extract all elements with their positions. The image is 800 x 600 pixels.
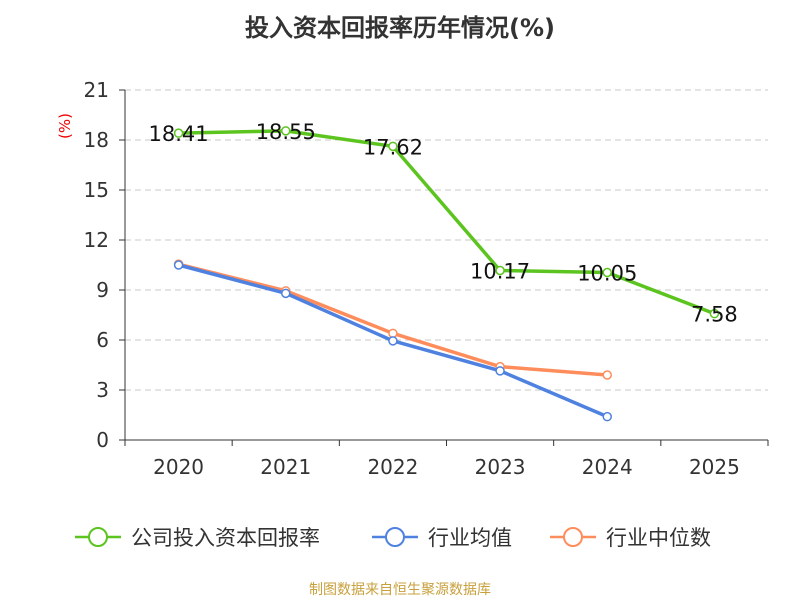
source-note: 制图数据来自恒生聚源数据库 [309, 582, 491, 598]
data-label: 18.55 [256, 120, 316, 144]
x-tick-label: 2020 [153, 455, 204, 479]
legend-label: 公司投入资本回报率 [131, 526, 320, 550]
data-point [281, 126, 291, 136]
data-point [173, 128, 184, 138]
y-tick-label: 3 [96, 378, 109, 402]
data-point [495, 265, 505, 276]
data-point [281, 288, 291, 299]
y-tick-label: 21 [84, 78, 109, 102]
x-tick-label: 2025 [689, 455, 740, 479]
y-axis-label: (%) [56, 113, 74, 139]
data-label: 17.62 [363, 135, 423, 159]
x-tick-label: 2021 [260, 455, 311, 479]
data-point [495, 366, 505, 376]
data-point [388, 336, 398, 346]
data-point [388, 141, 398, 152]
chart-title: 投入资本回报率历年情况(%) [245, 14, 555, 42]
legend-marker [385, 527, 405, 547]
y-tick-label: 0 [96, 428, 109, 452]
data-point [709, 308, 720, 319]
legend-label: 行业中位数 [606, 526, 711, 550]
x-tick-label: 2024 [582, 455, 633, 479]
data-label: 10.05 [577, 262, 637, 286]
y-tick-label: 12 [84, 228, 109, 252]
y-tick-label: 15 [84, 178, 109, 202]
y-tick-label: 6 [96, 328, 109, 352]
x-tick-label: 2022 [367, 455, 418, 479]
legend-marker [88, 527, 108, 547]
data-point [602, 370, 612, 380]
data-point [602, 267, 612, 278]
y-tick-label: 18 [84, 128, 109, 152]
data-label: 10.17 [470, 260, 530, 284]
series-line [178, 129, 716, 316]
data-label: 7.58 [691, 303, 738, 327]
data-point [602, 411, 612, 422]
legend-label: 行业均值 [428, 526, 512, 550]
x-tick-label: 2023 [475, 455, 526, 479]
data-point [173, 260, 184, 270]
y-tick-label: 9 [96, 278, 109, 302]
legend-marker [563, 527, 583, 547]
data-label: 18.41 [149, 122, 209, 146]
